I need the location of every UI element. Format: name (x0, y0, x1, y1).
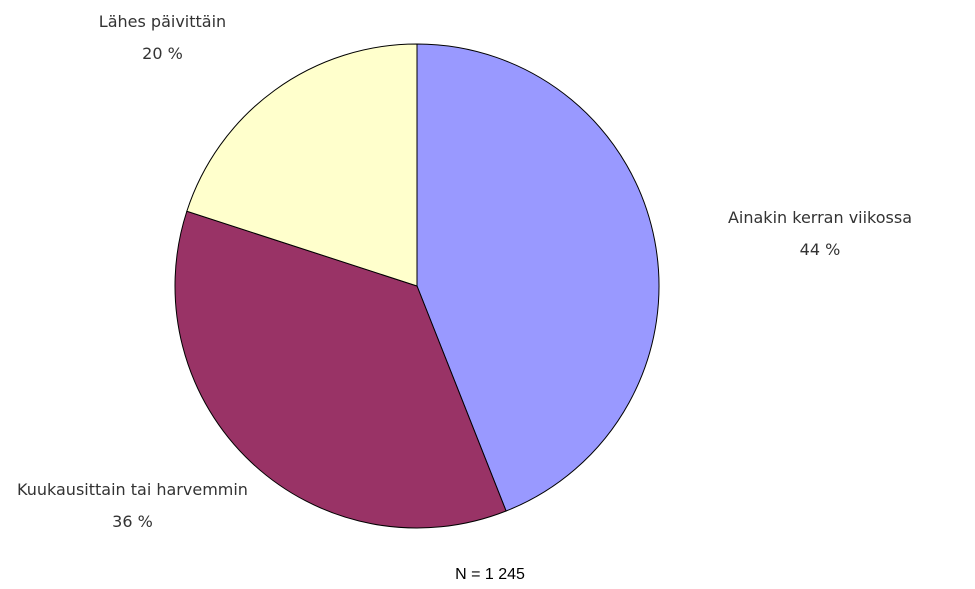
pie-slice (174, 210, 507, 529)
slice-value-label: 44 % (799, 240, 841, 259)
slice-label: Kuukausittain tai harvemmin (17, 480, 248, 499)
pie-slice (416, 43, 660, 512)
pie-slice (186, 43, 418, 287)
slice-value-label: 20 % (142, 44, 183, 63)
slice-value-label: 36 % (112, 512, 153, 531)
slice-label: Lähes päivittäin (98, 12, 227, 31)
chart-note: N = 1 245 (455, 566, 525, 583)
slice-label: Ainakin kerran viikossa (727, 208, 913, 227)
